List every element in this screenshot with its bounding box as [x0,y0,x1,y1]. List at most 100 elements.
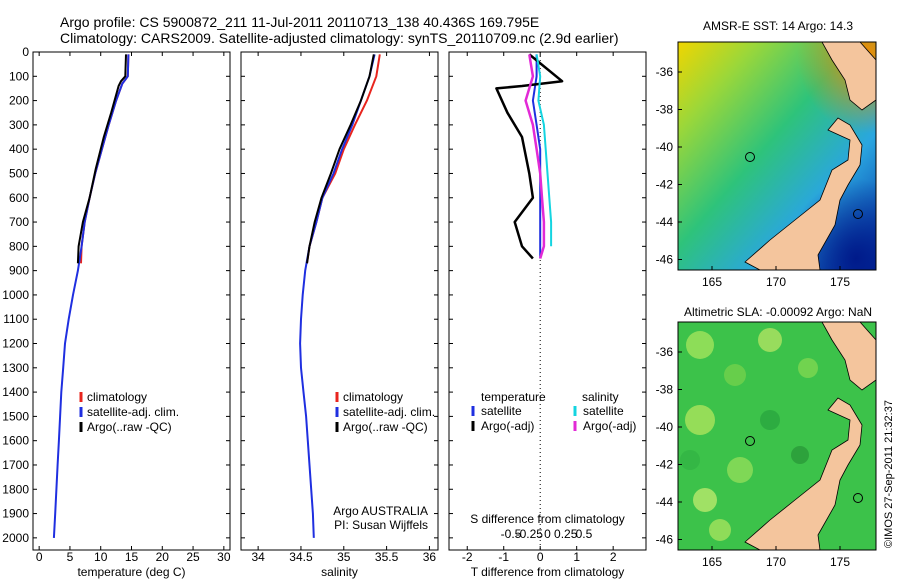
temperature-panel: 0100200300400500600700800900100011001200… [2,45,231,579]
sla-blob [798,358,818,378]
x-tick-label: 35.5 [375,550,399,564]
sla-blob [685,405,715,435]
x-tick-label: 36 [423,550,437,564]
x-axis-label: salinity [321,565,358,579]
header-line1: Argo profile: CS 5900872_211 11-Jul-2011… [60,14,539,30]
lon-tick-label: 170 [766,275,786,289]
depth-tick-label: 700 [9,215,29,229]
legend-label: satellite-adj. clim. [343,405,435,419]
sla-map-blobs [680,328,818,541]
lat-tick-label: -44 [656,495,674,509]
depth-tick-label: 1000 [2,288,29,302]
sla-map-land [744,322,876,550]
lat-tick-label: -38 [656,103,674,117]
difference-panel: -2 -1 0 1 2T difference from climatology -0.5… [448,51,647,579]
lat-tick-label: -40 [656,420,674,434]
legend-label: satellite-adj. clim. [87,405,179,419]
sla-blob [791,446,809,464]
series-line [531,54,542,259]
legend-label: Argo(-adj) [583,419,636,433]
lon-tick-label: 165 [702,275,722,289]
plot-frame [448,51,647,551]
x-tick-label: 20 [156,550,170,564]
salinity-panel: 34 34.5 35 35.5 36 salinity climatologysatelli… [240,51,439,579]
sla-blob [724,364,746,386]
plot-frame [240,51,439,551]
lon-tick-label: 165 [702,555,722,569]
s-axis-label: S difference from climatology [470,512,625,526]
x-tick-label: 2 [610,550,617,564]
s-tick-label: 0.5 [576,527,593,541]
legend-label: climatology [343,390,403,404]
legend-label: Argo(-adj) [481,419,534,433]
depth-tick-label: 1500 [2,409,29,423]
lat-tick-label: -36 [656,65,674,79]
sla-map-axes: 165 170 175 -36 -38 -40 -42 -44 -46 [656,345,851,569]
legend-header: salinity [582,390,619,404]
sst-map-circle-2 [853,209,863,219]
lat-tick-label: -40 [656,140,674,154]
sla-map-field [678,322,876,550]
lat-tick-label: -42 [656,458,674,472]
series-line [299,54,376,538]
x-tick-label: 0 [537,550,544,564]
lat-tick-label: -44 [656,215,674,229]
sst-map-land [744,42,876,270]
sst-map-argo-circle [745,152,755,162]
depth-tick-label: 800 [9,239,29,253]
x-axis-label: T difference from climatology [471,565,625,579]
depth-tick-label: 1700 [2,458,29,472]
lat-tick-label: -46 [656,253,674,267]
legend-label: Argo(..raw -QC) [343,420,428,434]
sst-map-axes: 165 170 175 -36 -38 -40 -42 -44 -46 [656,65,851,289]
legend-label: Argo(..raw -QC) [87,420,172,434]
depth-tick-label: 200 [9,94,29,108]
series-line [524,54,546,259]
legend-label: climatology [87,390,147,404]
s-tick-label: -0.25 [516,527,544,541]
header-line2: Climatology: CARS2009. Satellite-adjuste… [60,30,618,46]
depth-tick-label: 300 [9,118,29,132]
lat-tick-label: -38 [656,383,674,397]
sla-map-circle-2 [853,493,863,503]
series-line [76,54,127,264]
sla-blob [727,457,753,483]
series-line [306,54,375,264]
s-tick-label: 0.25 [554,527,578,541]
sla-map-frame [677,321,877,551]
legend-label: satellite [583,404,624,418]
sla-blob [686,331,714,359]
depth-tick-label: 500 [9,166,29,180]
depth-tick-label: 900 [9,264,29,278]
depth-tick-label: 1300 [2,361,29,375]
sla-map: Altimetric SLA: -0.00092 Argo: NaN 165 17… [656,305,877,569]
depth-tick-label: 600 [9,191,29,205]
x-axis-label: temperature (deg C) [77,565,185,579]
x-tick-label: 1 [573,550,580,564]
depth-tick-label: 2000 [2,531,29,545]
credit-text: ©IMOS 27-Sep-2011 21:32:37 [883,400,895,548]
depth-tick-label: 100 [9,69,29,83]
annotation-text: Argo AUSTRALIA [333,504,428,518]
sst-map-cold-zone [678,42,876,270]
legend-header: temperature [481,390,546,404]
sst-map-frame [677,41,877,271]
sla-blob [680,450,700,470]
legend-label: satellite [481,404,522,418]
plot-frame [32,51,231,551]
depth-tick-label: 1600 [2,434,29,448]
series-line [495,53,564,260]
lon-tick-label: 175 [830,555,850,569]
lat-tick-label: -42 [656,178,674,192]
x-tick-label: 10 [94,550,108,564]
x-tick-label: 0 [36,550,43,564]
depth-tick-label: 1200 [2,337,29,351]
sla-blob [693,488,717,512]
series-line [535,54,553,247]
depth-tick-label: 1800 [2,482,29,496]
depth-tick-label: 1100 [3,312,29,326]
sla-blob [758,328,782,352]
x-tick-label: -1 [498,550,509,564]
x-tick-label: 5 [67,550,74,564]
